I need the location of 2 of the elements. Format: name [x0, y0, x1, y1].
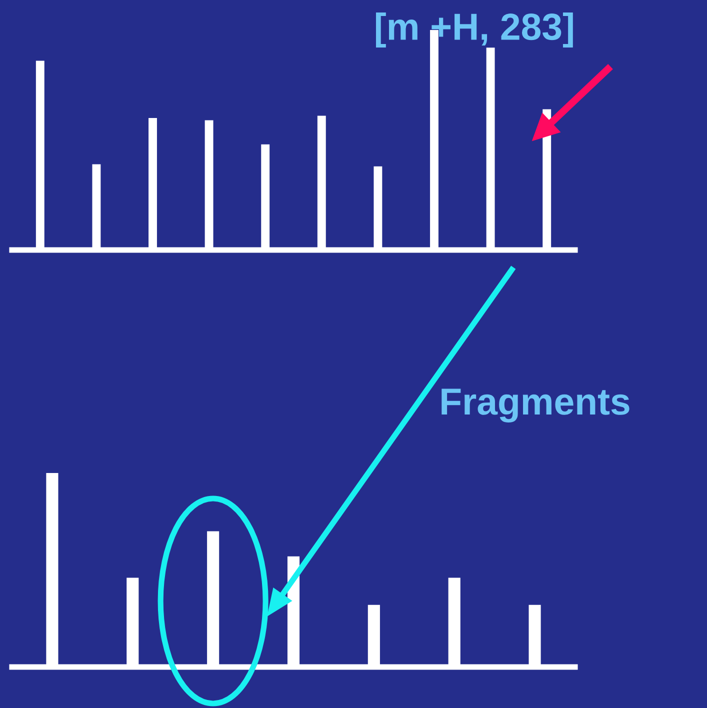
- annotation: [m +H, 283]: [376, 12, 573, 48]
- text: Fragments: [442, 388, 630, 422]
